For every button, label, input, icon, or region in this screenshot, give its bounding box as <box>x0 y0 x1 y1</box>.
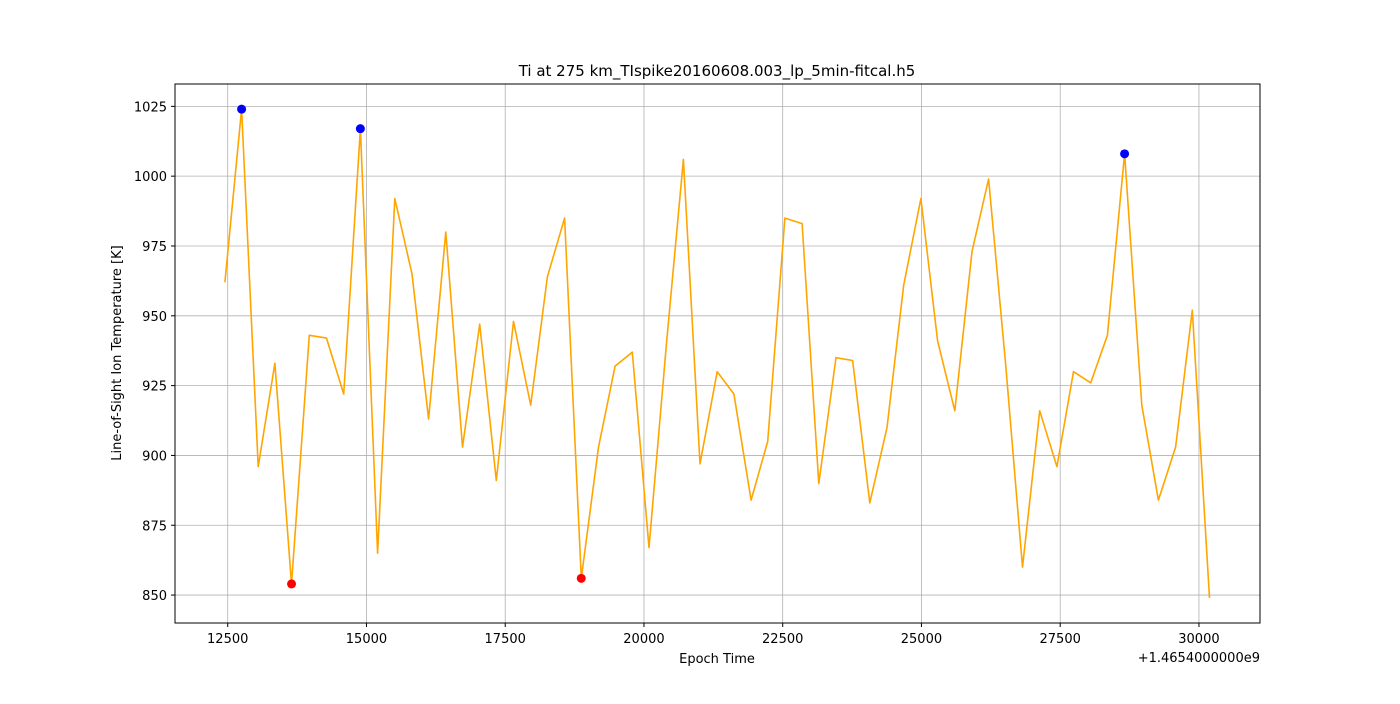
extremum-point <box>287 579 297 589</box>
y-tick-label: 975 <box>142 240 167 255</box>
x-tick-label: 12500 <box>207 632 248 647</box>
x-tick-label: 25000 <box>901 632 942 647</box>
x-tick-label: 15000 <box>346 632 387 647</box>
series-layer <box>224 108 1211 598</box>
y-tick-label: 925 <box>142 380 167 395</box>
grid <box>175 84 1260 623</box>
x-tick-label: 22500 <box>762 632 803 647</box>
series-line <box>224 108 1211 598</box>
extremum-point <box>355 124 365 134</box>
x-axis-label: Epoch Time <box>679 652 755 667</box>
extremum-point <box>1120 149 1130 159</box>
y-tick-label: 900 <box>142 449 167 464</box>
extremum-point <box>576 573 586 583</box>
y-tick-label: 950 <box>142 310 167 325</box>
extremum-point <box>237 104 247 114</box>
y-tick-label: 1025 <box>134 100 167 115</box>
x-axis-offset-label: +1.4654000000e9 <box>1138 651 1260 666</box>
y-axis-label: Line-of-Sight Ion Temperature [K] <box>110 245 125 460</box>
y-tick-label: 875 <box>142 519 167 534</box>
x-axis: 12500 15000 17500 20000 22500 25000 27500 30000 <box>207 623 1220 647</box>
marker-layer <box>237 104 1130 589</box>
x-tick-label: 27500 <box>1040 632 1081 647</box>
y-tick-label: 850 <box>142 589 167 604</box>
chart-title: Ti at 275 km_TIspike20160608.003_lp_5min… <box>518 62 916 81</box>
x-tick-label: 17500 <box>485 632 526 647</box>
x-tick-label: 30000 <box>1178 632 1219 647</box>
y-tick-label: 1000 <box>134 170 167 185</box>
plot-frame <box>174 83 1261 624</box>
x-tick-label: 20000 <box>623 632 664 647</box>
y-axis: 850 875 900 925 950 975 1000 1025 <box>134 100 175 604</box>
